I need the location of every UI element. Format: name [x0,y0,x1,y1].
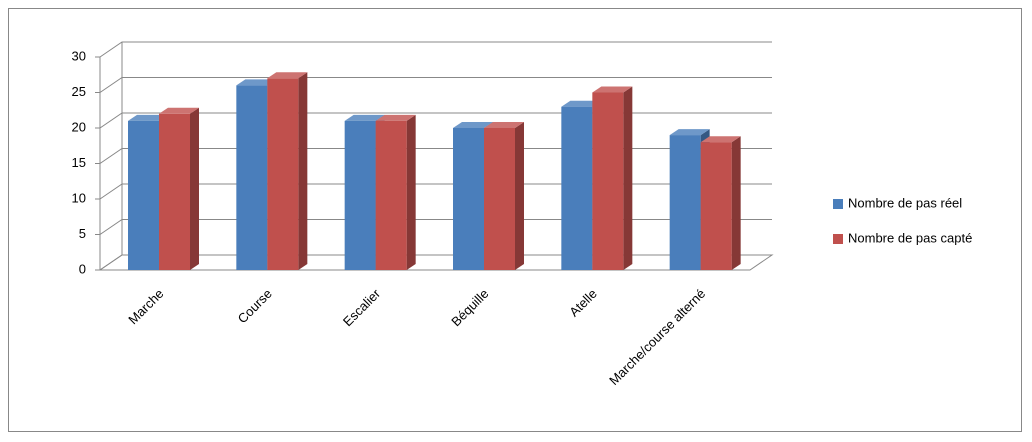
grid-line [99,77,772,93]
bar [128,120,159,271]
bar-top [159,107,199,114]
bar-side [515,122,524,270]
y-tick-label: 15 [72,155,86,170]
bar-top [267,72,308,79]
bar [159,113,190,270]
bar-top [561,100,602,107]
bar-top [669,129,710,136]
grid-line [99,112,772,129]
y-tick-label: 0 [79,261,86,276]
bar-top [592,86,633,93]
grid-line [99,183,772,200]
bar [375,120,407,271]
bar [267,78,299,270]
bar [484,128,515,270]
grid-line [99,254,772,271]
y-tick-label: 20 [72,119,86,134]
y-tick-label: 10 [72,190,86,205]
bar-side [190,107,199,270]
bar-side [298,72,308,270]
y-tick-label: 25 [72,84,86,99]
bar-side [731,136,741,270]
bar-top [700,136,741,143]
legend-swatch [833,199,843,209]
bar-top [128,114,168,121]
y-tick-label: 30 [72,48,86,63]
bar [700,142,732,270]
bar-top [236,79,277,86]
legend-label: Nombre de pas capté [848,230,972,245]
bar-top [484,122,524,128]
bar [236,85,268,271]
bar-side [406,114,416,271]
legend-label: Nombre de pas réel [848,195,962,210]
bar [669,135,701,270]
bar-top [344,114,385,121]
bar [561,106,593,270]
bar-side [623,86,633,270]
grid-line [99,219,772,235]
bar-top [453,122,493,128]
legend-swatch [833,234,843,244]
y-tick-label: 5 [79,226,86,241]
bar [344,120,376,271]
bar [592,92,624,270]
bar-top [375,114,416,121]
grid-line [99,148,772,164]
bar [453,128,484,270]
grid-line [99,41,772,58]
